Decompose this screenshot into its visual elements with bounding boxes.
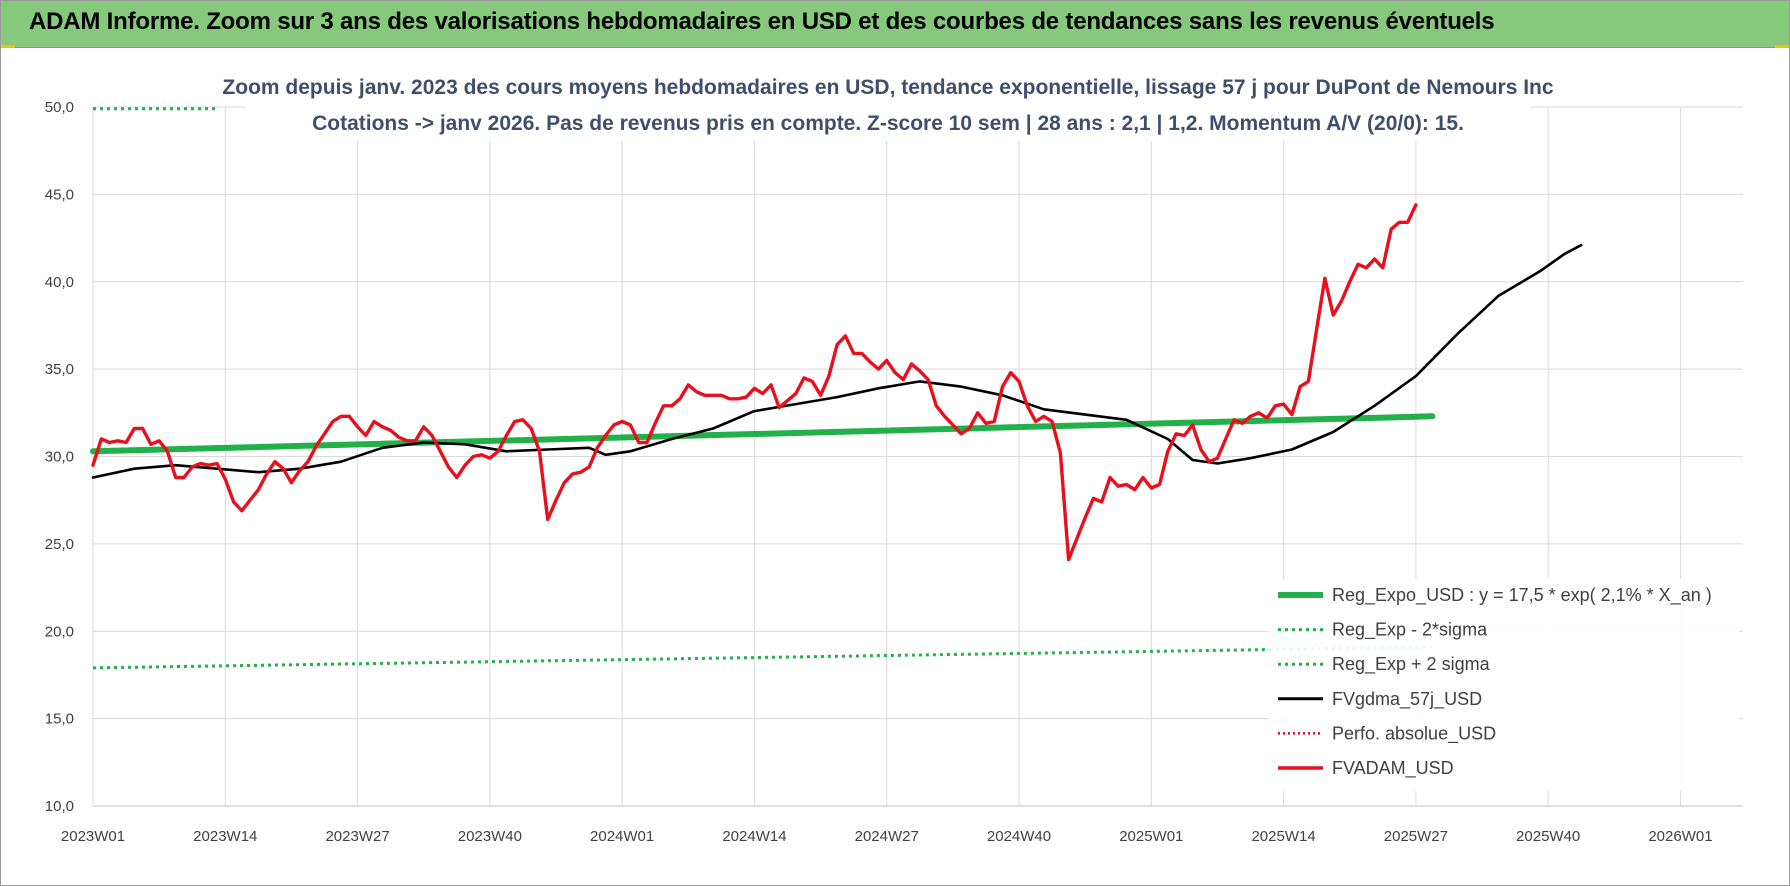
series-reg-exp-2-sigma: [92, 645, 1433, 670]
x-tick-label: 2024W14: [722, 828, 786, 845]
x-tick-label: 2023W40: [458, 828, 522, 845]
y-tick-label: 30,0: [45, 449, 74, 466]
y-tick-label: 20,0: [45, 623, 74, 640]
series-fvadam-usd: [91, 203, 1418, 562]
y-tick-label: 50,0: [45, 99, 74, 116]
x-tick-label: 2023W27: [325, 828, 389, 845]
x-tick-label: 2024W01: [590, 828, 654, 845]
x-tick-label: 2025W40: [1516, 828, 1580, 845]
x-tick-label: 2025W01: [1119, 828, 1183, 845]
y-axis: 10,0 15,0 20,0 25,0 30,0 35,0 40,0 45,0 50,0: [45, 99, 74, 815]
y-tick-label: 10,0: [45, 798, 74, 815]
legend-label: FVADAM_USD: [1332, 758, 1454, 779]
y-tick-label: 35,0: [45, 361, 74, 378]
x-axis: 2023W01 2023W14 2023W27 2023W40 2024W01 2024W…: [61, 805, 1743, 845]
x-tick-label: 2025W14: [1251, 828, 1315, 845]
legend-label: Reg_Exp + 2 sigma: [1332, 654, 1491, 675]
legend-background: [1269, 579, 1739, 791]
series-lines: [90, 107, 1583, 670]
y-tick-label: 25,0: [45, 536, 74, 553]
y-tick-label: 45,0: [45, 186, 74, 203]
x-tick-label: 2025W27: [1384, 828, 1448, 845]
title-banner: ADAM Informe. Zoom sur 3 ans des valoris…: [1, 1, 1789, 48]
banner-corner-right: [1775, 45, 1789, 48]
chart-subtitle-line2: Cotations -> janv 2026. Pas de revenus p…: [312, 112, 1464, 135]
chart-subtitle-line1: Zoom depuis janv. 2023 des cours moyens …: [222, 76, 1553, 99]
x-tick-label: 2024W40: [987, 828, 1051, 845]
x-tick-label: 2023W01: [61, 828, 125, 845]
y-tick-label: 15,0: [45, 711, 74, 728]
banner-corner-left: [1, 45, 15, 48]
report-title: ADAM Informe. Zoom sur 3 ans des valoris…: [29, 8, 1495, 35]
legend-label: Reg_Exp - 2*sigma: [1332, 620, 1488, 641]
x-tick-label: 2026W01: [1648, 828, 1712, 845]
y-tick-label: 40,0: [45, 274, 74, 291]
x-tick-label: 2023W14: [193, 828, 257, 845]
legend-label: Perfo. absolue_USD: [1332, 723, 1496, 744]
subtitle-background: [245, 71, 1531, 141]
legend: Reg_Expo_USD : y = 17,5 * exp( 2,1% * X_…: [1269, 579, 1739, 791]
legend-label: FVgdma_57j_USD: [1332, 689, 1482, 710]
legend-label: Reg_Expo_USD : y = 17,5 * exp( 2,1% * X_…: [1332, 585, 1712, 606]
x-tick-label: 2024W27: [855, 828, 919, 845]
series-fvgdma-57j-usd: [91, 243, 1583, 479]
